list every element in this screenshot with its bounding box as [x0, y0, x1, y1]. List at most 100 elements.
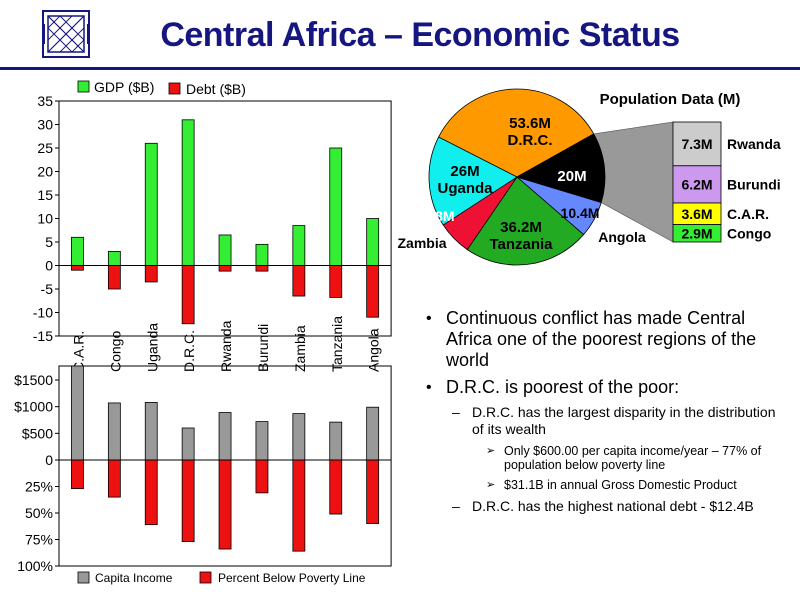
breakout-segment [672, 121, 722, 167]
breakout-segment [672, 224, 722, 243]
pie-slice-label: Uganda [437, 180, 493, 197]
chart-b-ytick-label: 25% [25, 479, 53, 495]
page-title: Central Africa – Economic Status [160, 16, 680, 54]
poverty-bar-angola [366, 459, 380, 524]
gdp-bar-zambia [292, 225, 306, 266]
poverty-bar-zambia [292, 459, 306, 552]
bullet-item: • D.R.C. is poorest of the poor: [424, 377, 784, 398]
debt-bar-tanzania [329, 265, 343, 298]
income-bar-car [71, 365, 84, 461]
debt-bar-drc [181, 265, 195, 325]
breakout-value: 6.2M [681, 176, 712, 192]
category-label: Zambia [292, 325, 308, 372]
legend-poverty-swatch [199, 571, 212, 584]
pie-title: Population Data (M) [600, 91, 741, 108]
breakout-label: C.A.R. [727, 206, 769, 222]
chart-b-ytick-label: 0 [45, 452, 53, 468]
chart-a-ytick-label: -15 [33, 328, 53, 344]
sub-bullet-item: – D.R.C. has the highest national debt - … [424, 498, 784, 515]
debt-bar-angola [366, 265, 380, 318]
pie-slice-value: 36.2M [500, 219, 542, 236]
sub-bullet-item: – D.R.C. has the largest disparity in the… [424, 404, 784, 438]
debt-bar-car [71, 265, 84, 271]
pie-breakout-connector [593, 121, 674, 243]
pie-slice-value: 20M [557, 168, 586, 185]
pie-slice-value: 9.8M [423, 208, 454, 224]
poverty-bar-burundi [255, 459, 269, 494]
sub-sub-bullet-item-text: Only $600.00 per capita income/year – 77… [504, 444, 762, 472]
gdp-bar-burundi [255, 243, 269, 266]
income-bar-angola [366, 406, 380, 461]
poverty-bar-congo [107, 459, 121, 498]
gdp-bar-angola [366, 218, 380, 266]
legend-income-label: Capita Income [95, 571, 173, 585]
category-label: D.R.C. [181, 330, 197, 372]
income-bar-congo [107, 402, 121, 461]
category-label: Congo [107, 331, 123, 372]
chart-a-ytick-label: 5 [45, 234, 53, 250]
pie-slice [438, 88, 595, 178]
chart-a-ytick-label: -10 [33, 305, 53, 321]
gdp-bar-uganda [144, 142, 158, 266]
pie-slice-value: 53.6M [509, 115, 551, 132]
category-label: Uganda [144, 323, 160, 372]
category-label: Angola [366, 328, 382, 372]
legend-debt-swatch [168, 82, 181, 95]
poverty-bar-drc [181, 459, 195, 543]
sub-sub-bullet-item-text: $31.1B in annual Gross Domestic Product [504, 478, 737, 492]
chart-a-ytick-label: 15 [37, 187, 53, 203]
chart-b-ytick-label: $1000 [14, 399, 53, 415]
chart-a-ytick-label: 35 [37, 93, 53, 109]
income-bar-burundi [255, 421, 269, 461]
pie-slice [428, 136, 518, 226]
sub-sub-bullet-item: ➢ $31.1B in annual Gross Domestic Product [424, 478, 784, 492]
sub-sub-bullet-item-marker: ➢ [486, 479, 496, 491]
pie-slice-label: D.R.C. [508, 132, 553, 149]
breakout-label: Congo [727, 225, 771, 241]
bullet-list: • Continuous conflict has made Central Af… [424, 308, 784, 521]
income-bar-zambia [292, 413, 306, 461]
bullet-item-text: Continuous conflict has made Central Afr… [446, 308, 757, 370]
sub-bullet-item-text: D.R.C. has the highest national debt - $… [472, 498, 754, 514]
chart-b-ytick-label: 50% [25, 505, 53, 521]
breakout-label: Burundi [727, 176, 781, 192]
gdp-bar-car [71, 236, 84, 266]
legend-gdp-label: GDP ($B) [94, 79, 154, 95]
category-label: Burundi [255, 324, 271, 372]
income-bar-tanzania [329, 421, 343, 461]
sub-bullet-item-marker: – [452, 404, 460, 420]
category-label: Tanzania [329, 316, 345, 372]
gdp-bar-congo [107, 250, 121, 266]
logo-icon [42, 10, 90, 58]
chart-a-ytick-label: 30 [37, 117, 53, 133]
breakout-value: 7.3M [681, 136, 712, 152]
pie-slice-label: Tanzania [489, 236, 553, 253]
pie-slice-value: 10.4M [561, 205, 600, 221]
gdp-bar-rwanda [218, 234, 232, 266]
poverty-bar-rwanda [218, 459, 232, 550]
legend-income-swatch [77, 571, 90, 584]
chart-a-ytick-label: -5 [41, 281, 54, 297]
sub-bullet-item-text: D.R.C. has the largest disparity in the … [472, 404, 776, 437]
pie-slice-label: Zambia [397, 235, 446, 251]
pie-slice-value: 26M [450, 163, 479, 180]
pie-slice-label: Angola [598, 229, 646, 245]
debt-bar-congo [107, 265, 121, 290]
pie-slice [466, 176, 585, 266]
category-label: Rwanda [218, 320, 234, 372]
sub-bullet-item-marker: – [452, 498, 460, 514]
sub-sub-bullet-item: ➢ Only $600.00 per capita income/year – 7… [424, 444, 784, 472]
gdp-bar-drc [181, 119, 195, 266]
income-bar-uganda [144, 401, 158, 461]
debt-bar-burundi [255, 265, 269, 272]
category-label: C.A.R. [70, 331, 86, 372]
breakout-value: 3.6M [681, 206, 712, 222]
chart-b-ytick-label: $500 [22, 425, 53, 441]
debt-bar-zambia [292, 265, 306, 297]
bullet-item-marker: • [426, 379, 432, 396]
chart-b-ytick-label: 75% [25, 532, 53, 548]
chart-a-ytick-label: 20 [37, 164, 53, 180]
gdp-bar-tanzania [329, 147, 343, 266]
pie-slice [515, 133, 606, 204]
